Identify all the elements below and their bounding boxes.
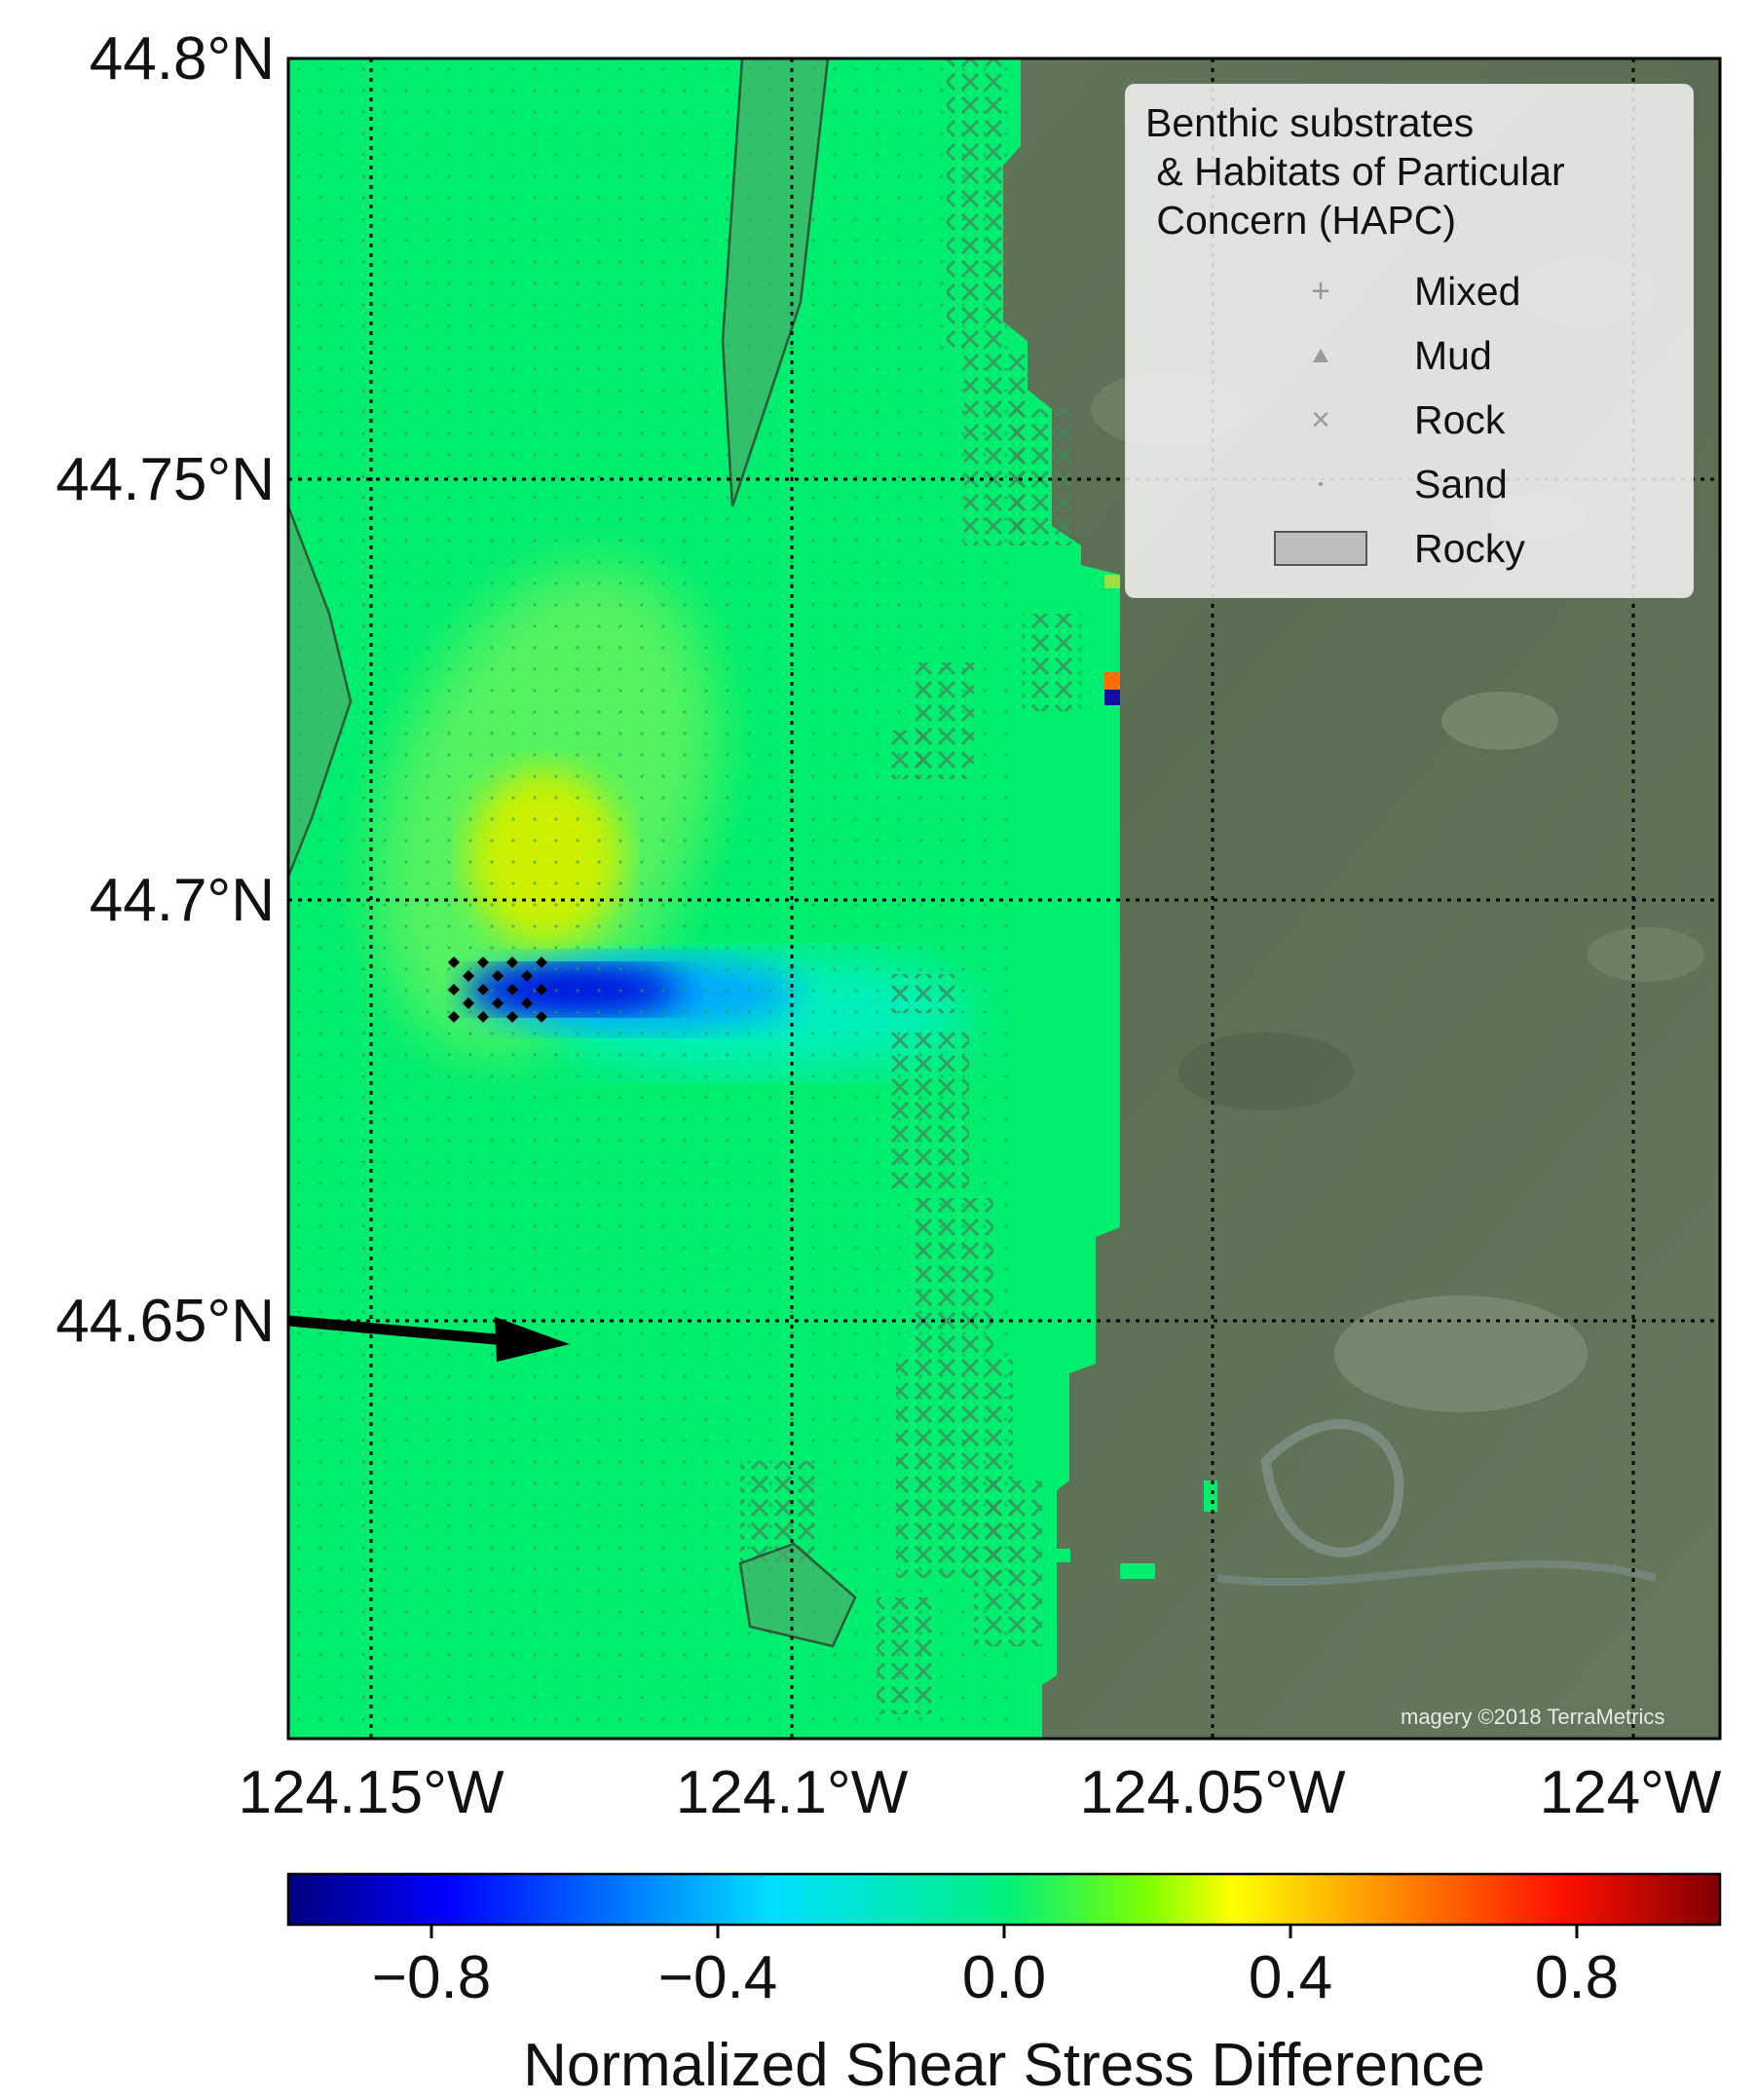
turbine-marker [492,997,504,1009]
flow-direction-arrow [288,1315,570,1362]
turbine-marker [521,970,533,982]
coastal-cell [1204,1481,1217,1512]
legend-label: Mud [1414,333,1492,378]
coastal-cell [1104,575,1120,588]
cross-icon: × [1311,400,1330,438]
rocky-habitat-polygons [288,58,857,1648]
legend-label: Rock [1414,397,1506,442]
colorbar-tick-label: 0.8 [1534,1944,1620,2011]
turbine-marker [506,1011,518,1023]
turbine-marker [463,997,474,1009]
lon-tick-label: 124°W [1539,1759,1722,1826]
rock-markers [740,58,1081,1714]
graticule [288,58,1720,1739]
legend-entry-rock: × Rock [1126,391,1691,449]
legend-label: Mixed [1414,269,1521,314]
colorbar-tick-label: −0.8 [371,1944,492,2011]
rectangle-swatch [1274,519,1367,578]
coastal-cell [1057,1549,1070,1562]
turbine-marker [448,1011,460,1023]
legend-entry-sand: Sand [1126,455,1691,513]
dot-icon [1272,455,1369,513]
colorbar-tick-label: 0.4 [1248,1944,1333,2011]
plus-icon: + [1311,272,1330,310]
coastal-cell [1104,672,1120,690]
turbine-marker [536,984,547,995]
lat-tick-label: 44.75°N [56,446,275,513]
turbine-marker [477,956,489,968]
turbine-marker [448,984,460,995]
turbine-marker [536,956,547,968]
legend-entry-rocky: Rocky [1126,519,1691,578]
legend: Benthic substrates & Habitats of Particu… [1125,84,1694,598]
lat-tick-label: 44.8°N [89,25,275,93]
coastal-cell [1120,1563,1155,1579]
lon-tick-label: 124.15°W [238,1759,505,1826]
legend-title: Benthic substrates & Habitats of Particu… [1145,100,1565,243]
map-frame [286,56,1722,1741]
turbine-marker [448,956,460,968]
legend-label: Sand [1414,462,1508,506]
lat-tick-label: 44.65°N [56,1288,275,1355]
turbine-array [448,956,547,1023]
turbine-marker [477,1011,489,1023]
turbine-marker [463,970,474,982]
turbine-marker [477,984,489,995]
legend-entry-mixed: + Mixed [1126,262,1691,320]
coastal-cell [1104,690,1120,705]
colorbar-ticks [430,1925,1579,1938]
lon-tick-label: 124.05°W [1079,1759,1346,1826]
legend-label: Rocky [1414,526,1525,571]
colorbar-title: Normalized Shear Stress Difference [523,2032,1485,2099]
legend-entry-mud: Mud [1126,326,1691,385]
turbine-marker [521,997,533,1009]
colorbar [286,1872,1722,1927]
colorbar-tick-label: 0.0 [961,1944,1047,2011]
turbine-marker [506,956,518,968]
turbine-marker [536,1011,547,1023]
colorbar-tick-label: −0.4 [657,1944,778,2011]
imagery-credit: magery ©2018 TerraMetrics [1401,1705,1665,1729]
lat-tick-label: 44.7°N [89,867,275,934]
turbine-marker [492,970,504,982]
triangle-icon [1272,326,1369,385]
lon-tick-label: 124.1°W [675,1759,909,1826]
turbine-marker [506,984,518,995]
